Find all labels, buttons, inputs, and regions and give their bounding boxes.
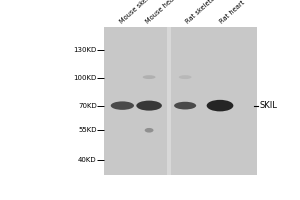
Text: 70KD: 70KD bbox=[78, 103, 97, 109]
Text: Rat heart: Rat heart bbox=[218, 0, 246, 25]
Text: 55KD: 55KD bbox=[78, 127, 97, 133]
Text: Rat skeletal muscle: Rat skeletal muscle bbox=[184, 0, 237, 25]
Ellipse shape bbox=[145, 128, 154, 133]
Text: Mouse skeletal muscle: Mouse skeletal muscle bbox=[118, 0, 178, 25]
Bar bbox=[167, 27, 171, 175]
Text: SKIL: SKIL bbox=[260, 101, 278, 110]
Ellipse shape bbox=[179, 75, 191, 79]
Text: 130KD: 130KD bbox=[74, 47, 97, 53]
Ellipse shape bbox=[143, 75, 155, 79]
Ellipse shape bbox=[174, 102, 196, 109]
Bar bbox=[104, 27, 257, 175]
Text: 40KD: 40KD bbox=[78, 157, 97, 163]
Ellipse shape bbox=[136, 101, 162, 111]
Text: 100KD: 100KD bbox=[74, 75, 97, 81]
Ellipse shape bbox=[111, 101, 134, 110]
Ellipse shape bbox=[207, 100, 233, 111]
Text: Mouse heart: Mouse heart bbox=[145, 0, 180, 25]
